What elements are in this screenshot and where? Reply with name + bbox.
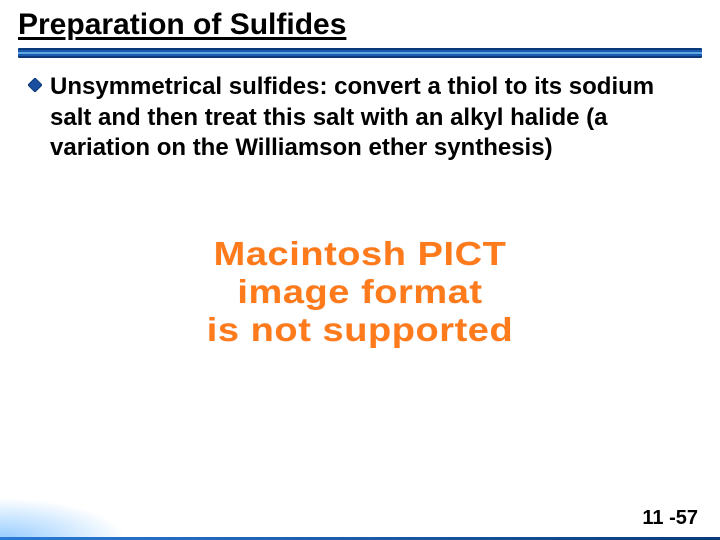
footer-glow — [0, 498, 200, 540]
error-message: Macintosh PICT image format is not suppo… — [0, 235, 720, 349]
diamond-bullet-icon — [28, 78, 42, 92]
body-text: Unsymmetrical sulfides: convert a thiol … — [50, 72, 692, 164]
error-line-1: Macintosh PICT — [0, 235, 720, 273]
slide-title: Preparation of Sulfides — [18, 8, 702, 42]
page-number: 11 -57 — [642, 507, 698, 530]
slide: Preparation of Sulfides Unsymmetrical su… — [0, 0, 720, 540]
body-lead: Unsymmetrical sulfides: — [50, 73, 327, 100]
title-rule — [18, 48, 702, 58]
bullet-item: Unsymmetrical sulfides: convert a thiol … — [28, 72, 692, 164]
error-line-3: is not supported — [0, 311, 720, 349]
footer: 11 -57 — [0, 498, 720, 540]
title-area: Preparation of Sulfides — [0, 0, 720, 58]
error-line-2: image format — [0, 273, 720, 311]
body-area: Unsymmetrical sulfides: convert a thiol … — [0, 58, 720, 164]
